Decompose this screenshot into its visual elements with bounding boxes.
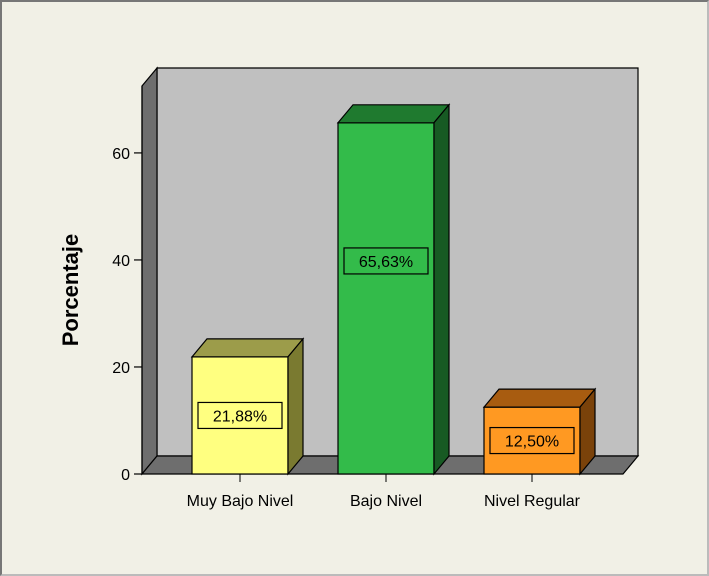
bar-side: [579, 387, 596, 476]
data-label: 12,50%: [505, 434, 559, 451]
data-label-box: [489, 426, 575, 455]
category-label: Nivel Regular: [484, 493, 581, 510]
category-labels: Muy Bajo Nivel Bajo Nivel Nivel Regular: [187, 474, 581, 510]
bar-top: [482, 388, 597, 408]
bar: 12,50%: [482, 387, 597, 476]
bar: 65,63%: [336, 103, 451, 476]
bar-front: [337, 122, 435, 475]
category-label: Bajo Nivel: [350, 493, 422, 510]
y-axis-title: Porcentaje: [58, 234, 83, 347]
data-label-box: [197, 401, 283, 430]
data-label: 65,63%: [359, 254, 413, 271]
bar-top: [336, 104, 451, 124]
bar-top: [190, 338, 305, 358]
bar-side: [433, 103, 450, 476]
y-tick-label: 0: [121, 467, 130, 484]
bars-group: 21,88% 65,63% 12,50%: [190, 103, 597, 476]
side-wall: [141, 66, 158, 476]
y-axis: 0 20 40 60: [112, 86, 143, 484]
data-label: 21,88%: [213, 408, 267, 425]
y-tick-label: 40: [112, 253, 130, 270]
y-tick-label: 60: [112, 146, 130, 163]
data-label-box: [343, 247, 429, 275]
y-tick-label: 20: [112, 360, 130, 377]
bar-side: [287, 337, 304, 476]
category-label: Muy Bajo Nivel: [187, 493, 294, 510]
bar: 21,88%: [190, 337, 305, 476]
